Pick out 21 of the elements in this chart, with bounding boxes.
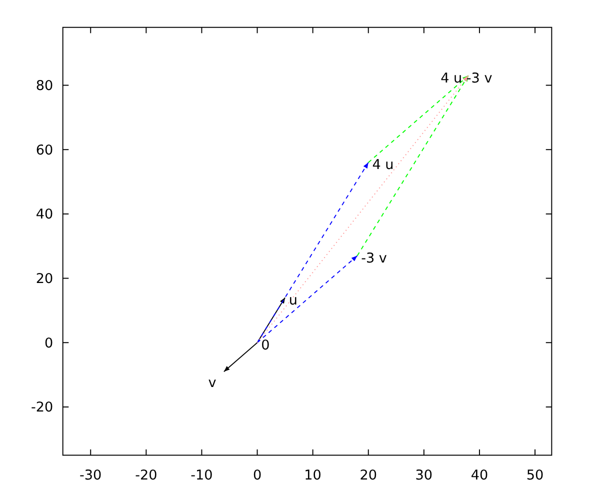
annotation: 0 <box>261 337 270 354</box>
y-tick-label: 80 <box>36 78 54 94</box>
annotation: u <box>288 292 298 308</box>
x-tick-label: 40 <box>470 467 488 484</box>
y-tick-label: -20 <box>31 400 54 416</box>
x-tick-label: 30 <box>415 467 433 484</box>
annotation: v <box>208 375 216 392</box>
y-tick-label: 20 <box>36 271 54 288</box>
annotation: 4 u <box>372 157 394 174</box>
x-tick-label: -10 <box>190 467 213 484</box>
x-tick-label: 20 <box>360 467 377 484</box>
annotation: -3 v <box>361 250 387 267</box>
x-tick-label: 0 <box>252 467 262 484</box>
annotation: 4 u -3 v <box>440 70 492 86</box>
y-tick-label: 60 <box>36 142 54 158</box>
x-tick-label: 10 <box>304 467 322 484</box>
x-tick-label: -30 <box>80 467 102 484</box>
y-tick-label: 0 <box>44 335 54 352</box>
x-tick-label: 50 <box>526 467 544 484</box>
x-tick-label: -20 <box>135 467 158 484</box>
y-tick-label: 40 <box>36 206 54 223</box>
